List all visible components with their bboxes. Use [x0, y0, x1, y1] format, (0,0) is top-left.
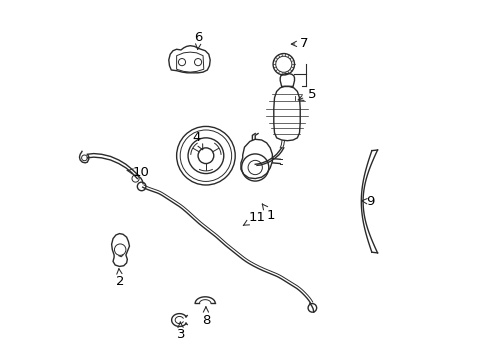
Text: 3: 3 — [176, 322, 185, 341]
Text: 11: 11 — [243, 211, 265, 225]
Text: 5: 5 — [298, 88, 316, 101]
Text: 6: 6 — [194, 31, 203, 50]
Text: 8: 8 — [202, 307, 210, 327]
Text: 10: 10 — [127, 166, 149, 179]
Text: 2: 2 — [116, 269, 124, 288]
Text: 1: 1 — [262, 204, 275, 222]
Text: 7: 7 — [291, 37, 308, 50]
Text: 9: 9 — [361, 195, 374, 208]
Text: 4: 4 — [192, 131, 203, 150]
